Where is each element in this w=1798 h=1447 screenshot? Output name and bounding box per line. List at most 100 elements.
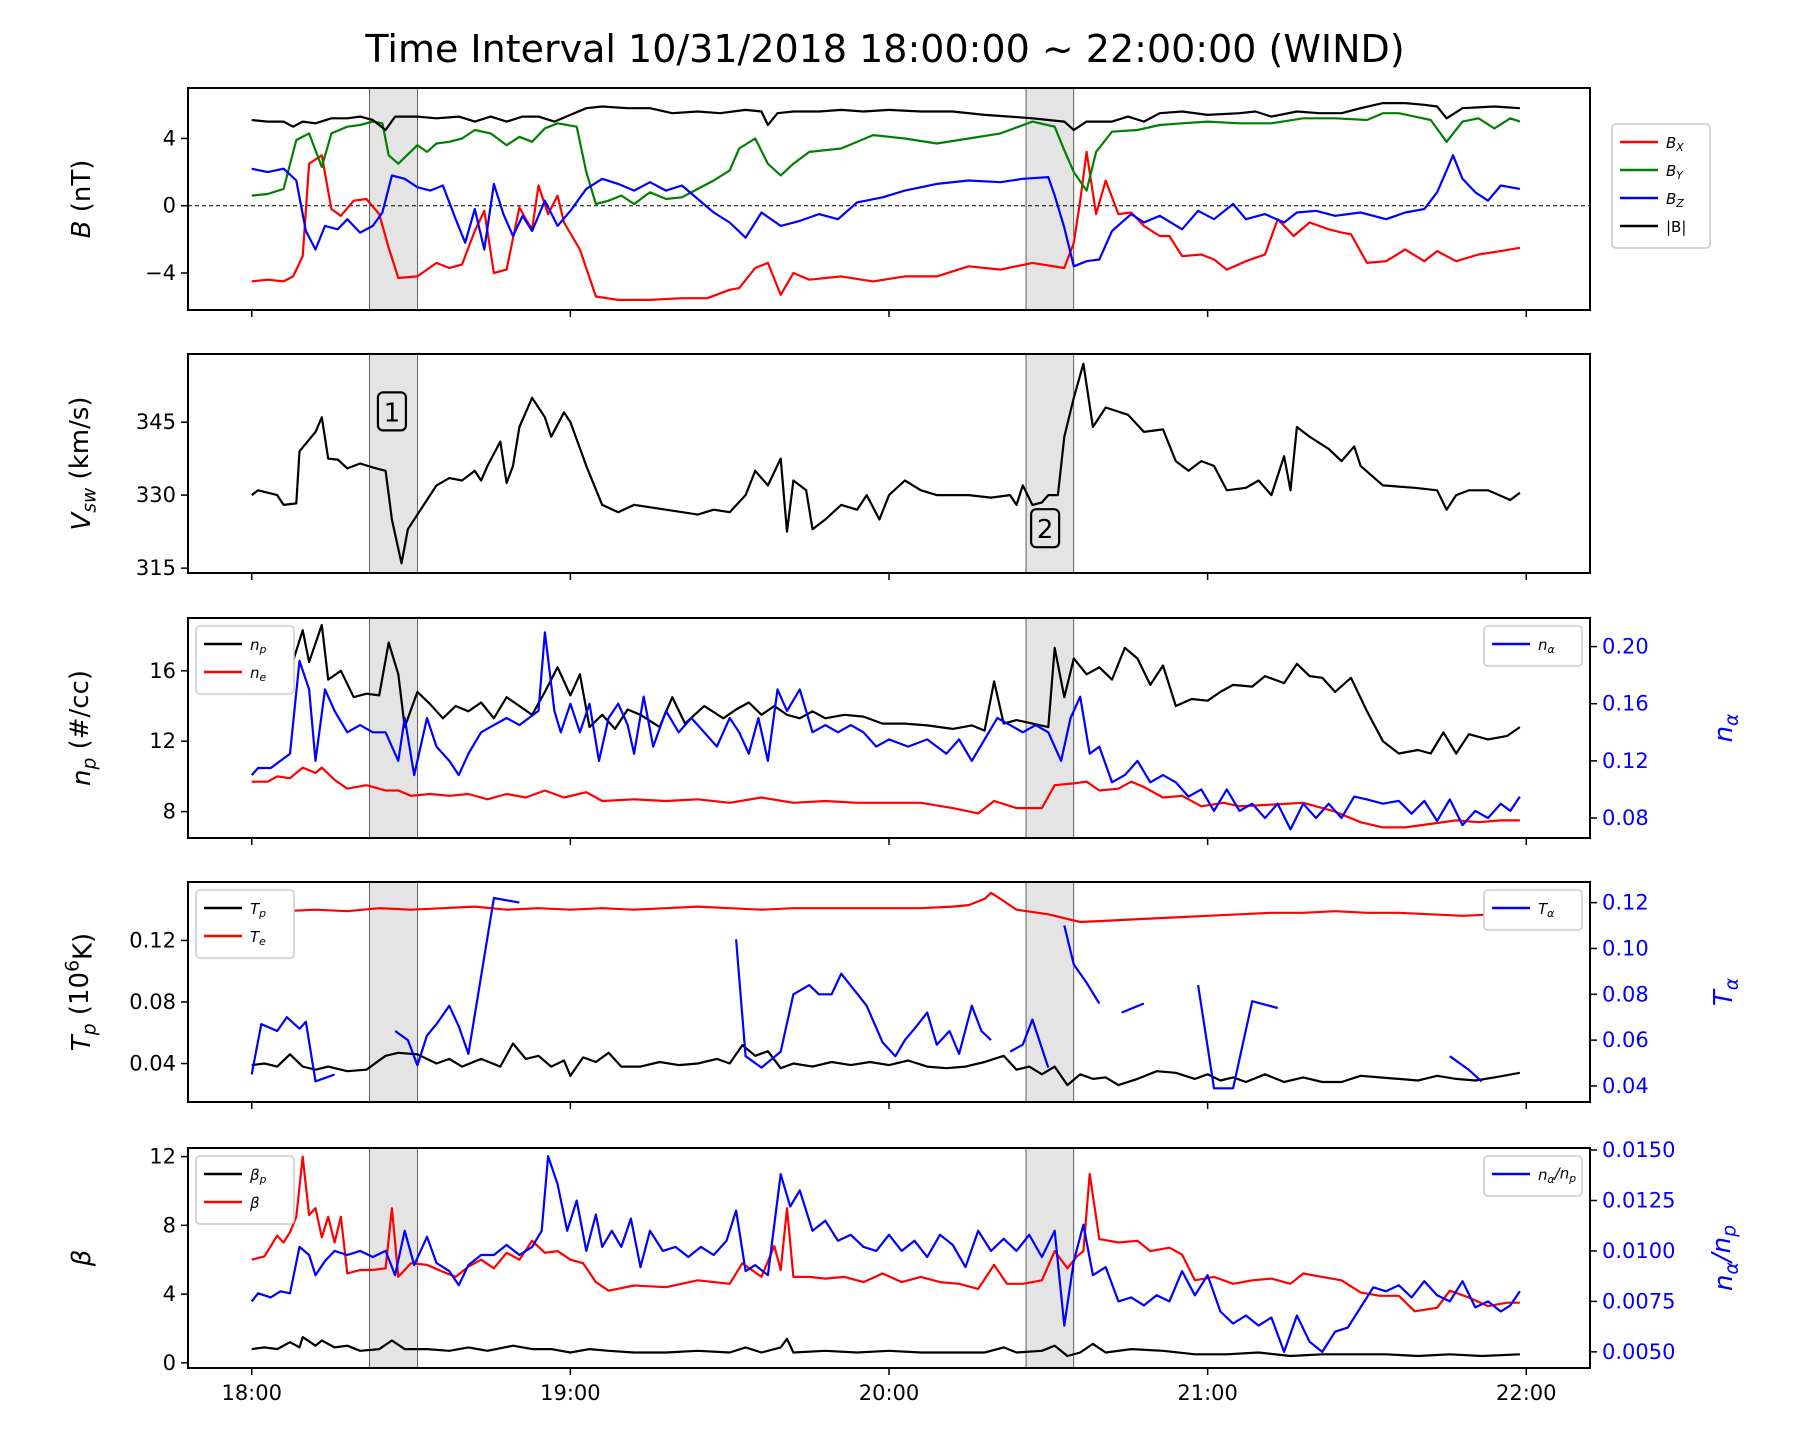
- y-tick-label-right: 0.0150: [1602, 1138, 1675, 1162]
- legend-right: nα: [1483, 625, 1583, 667]
- series-line-T-seg3: [735, 939, 992, 1069]
- legend-entry: nα/np: [1538, 1165, 1576, 1187]
- series-line-BX: [251, 150, 1521, 301]
- y-tick-label: 330: [136, 483, 176, 507]
- y-tick-label-right: 0.08: [1602, 806, 1649, 830]
- legend-right: Tα: [1483, 889, 1583, 931]
- y-tick-label: 345: [136, 410, 176, 434]
- series-line-Vsw: [251, 362, 1521, 565]
- panel-B: −4 0 4 B (nT) BX BY BZ |B|: [67, 87, 1711, 317]
- legend-outside: BX BY BZ |B|: [1611, 123, 1711, 249]
- series-line-n: [250, 631, 1521, 831]
- x-tick-label: 19:00: [540, 1381, 601, 1405]
- panel-beta: 0 4 8 12 0.0050 0.0075 0.0100 0.0125 0.0150 18:00…: [67, 1138, 1743, 1405]
- series-line-BZ: [251, 154, 1521, 268]
- series-line-T-seg4: [1009, 1018, 1050, 1068]
- y-axis-label: Tp (106K): [62, 933, 100, 1051]
- legend-entry: Tα: [1538, 900, 1554, 920]
- series-line-: [251, 1155, 1520, 1313]
- y-tick-label: 8: [163, 800, 176, 824]
- y-tick-label: 0.12: [129, 928, 176, 952]
- legend-frame: [1483, 889, 1583, 931]
- y-axis-label: np (#/cc): [65, 670, 101, 786]
- series-line-T-seg5: [1063, 925, 1101, 1005]
- legend-frame: [1611, 123, 1711, 249]
- series-line-B: [251, 102, 1520, 132]
- y-tick-label: 0.08: [129, 990, 176, 1014]
- x-tick-label: 18:00: [221, 1381, 282, 1405]
- series-line-Tp: [251, 1042, 1521, 1087]
- y-tick-label: 315: [136, 556, 176, 580]
- legend-frame: [195, 1155, 295, 1225]
- series-line-T-seg2: [394, 896, 520, 1067]
- y-axis-label-right: Tα: [1709, 977, 1743, 1006]
- y-tick-label: 4: [163, 1282, 176, 1306]
- legend-left: βp β: [195, 1155, 295, 1225]
- y-axis-label-right: nα/np: [1707, 1225, 1743, 1291]
- y-tick-label-right: 0.0050: [1602, 1340, 1675, 1364]
- y-tick-label-right: 0.04: [1602, 1074, 1649, 1098]
- legend-left: Tp Te: [195, 889, 295, 959]
- x-tick-label: 21:00: [1177, 1381, 1238, 1405]
- legend-entry: nα: [1538, 636, 1555, 656]
- legend-entry: Te: [250, 928, 266, 948]
- shaded-interval-1: [369, 617, 418, 839]
- y-tick-label-right: 0.12: [1602, 749, 1649, 773]
- series-line-BY: [251, 112, 1521, 206]
- legend-entry: ne: [250, 664, 267, 684]
- legend-entry: BX: [1666, 134, 1684, 154]
- y-axis-label: β: [67, 1250, 97, 1268]
- legend-left: np ne: [195, 625, 295, 695]
- legend-frame: [195, 889, 295, 959]
- legend-entry: β: [249, 1194, 260, 1212]
- y-tick-label-right: 0.06: [1602, 1028, 1649, 1052]
- annotation-box-2: [1030, 508, 1061, 549]
- y-tick-label-right: 0.16: [1602, 692, 1649, 716]
- annotation-box-1: [376, 391, 408, 432]
- y-tick-label: −4: [145, 261, 176, 285]
- annotation-label-1: 1: [384, 398, 401, 428]
- legend-entry: Tp: [250, 900, 266, 920]
- shaded-interval-1: [369, 881, 418, 1103]
- series-line-np: [251, 623, 1521, 755]
- y-tick-label-right: 0.0125: [1602, 1188, 1675, 1212]
- y-tick-label-right: 0.08: [1602, 982, 1649, 1006]
- series-line-Te: [251, 891, 1520, 924]
- y-tick-label: 12: [149, 729, 176, 753]
- y-tick-label-right: 0.0075: [1602, 1289, 1675, 1313]
- y-tick-label: 8: [163, 1213, 176, 1237]
- y-axis-label: Vsw (km/s): [65, 396, 101, 530]
- shaded-interval-2: [1025, 617, 1075, 839]
- y-axis-label-right: nα: [1709, 713, 1743, 742]
- y-tick-label: 16: [149, 659, 176, 683]
- y-tick-label-right: 0.12: [1602, 891, 1649, 915]
- y-axis-label: B (nT): [67, 160, 97, 239]
- y-tick-label-right: 0.20: [1602, 635, 1649, 659]
- x-tick-label: 22:00: [1496, 1381, 1557, 1405]
- series-line-T-seg0: [250, 1016, 335, 1083]
- y-tick-label: 0.04: [129, 1052, 176, 1076]
- x-tick-label: 20:00: [859, 1381, 920, 1405]
- y-tick-label: 0: [163, 1351, 176, 1375]
- legend-entry: BZ: [1666, 190, 1684, 210]
- legend-entry: np: [250, 636, 267, 656]
- shaded-interval-2: [1025, 1147, 1075, 1369]
- series-line-T-seg7: [1197, 984, 1278, 1090]
- y-tick-label-right: 0.0100: [1602, 1239, 1675, 1263]
- annotation-label-2: 2: [1037, 515, 1054, 545]
- legend-frame: [195, 625, 295, 695]
- legend-entry: |B|: [1666, 218, 1686, 236]
- y-tick-label: 0: [163, 194, 176, 218]
- series-line-nnp: [250, 1155, 1521, 1353]
- series-line-T-seg6: [1121, 1002, 1145, 1014]
- chart-title: Time Interval 10/31/2018 18:00:00 ~ 22:0…: [364, 27, 1404, 71]
- legend-frame: [1483, 1155, 1583, 1197]
- shaded-interval-1: [369, 353, 418, 574]
- panel-temperature: 0.04 0.08 0.12 0.04 0.06 0.08 0.10 0.12 Tp (106K…: [62, 881, 1743, 1109]
- legend-entry: βp: [249, 1166, 267, 1186]
- y-tick-label-right: 0.10: [1602, 936, 1649, 960]
- shaded-interval-1: [369, 1147, 418, 1369]
- panel-Vsw: 315 330 345 Vsw (km/s) 1 2: [65, 353, 1591, 580]
